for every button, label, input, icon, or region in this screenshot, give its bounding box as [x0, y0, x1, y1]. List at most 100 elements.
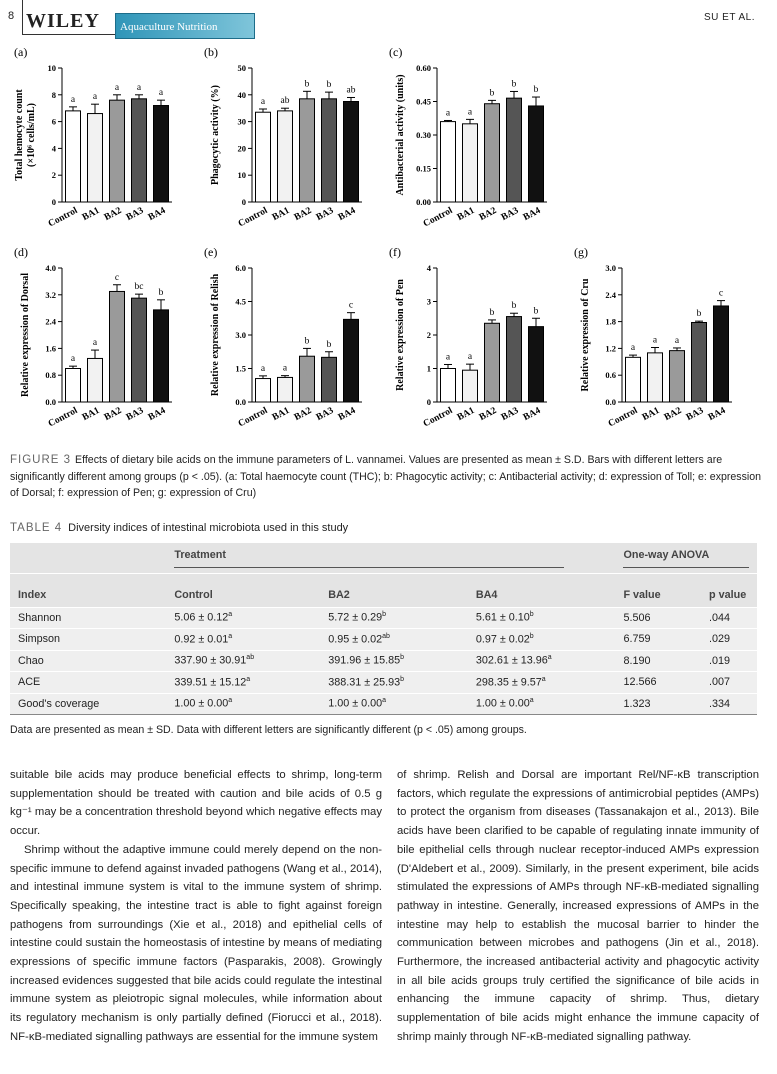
y-tick-label: 10	[48, 63, 57, 73]
y-tick-label: 8	[52, 90, 56, 100]
bar	[299, 355, 315, 403]
x-tick-label: BA1	[456, 406, 477, 423]
table-cell: 12.566	[615, 671, 701, 694]
publisher-logo: WILEY	[26, 10, 100, 32]
figure-caption: FIGURE 3 Effects of dietary bile acids on…	[10, 452, 767, 502]
x-tick-label: BA1	[641, 406, 662, 423]
group-header: One-way ANOVA	[615, 543, 757, 574]
paragraph: of shrimp. Relish and Dorsal are importa…	[397, 769, 759, 1043]
cell-value: 1.00 ± 0.00	[475, 698, 530, 711]
table-cell: .334	[701, 693, 757, 715]
table-cell: 5.06 ± 0.12a	[166, 607, 321, 629]
significance-letter: b	[512, 79, 517, 89]
cell-value: 302.61 ± 13.96	[475, 655, 548, 668]
bar	[255, 111, 271, 203]
bar	[506, 97, 522, 203]
y-axis-label: Phagocytic activity (%)	[210, 85, 221, 185]
cell-superscript: a	[541, 675, 546, 683]
bar	[109, 99, 125, 203]
y-tick-label: 1	[427, 364, 431, 374]
y-tick-label: 0	[242, 197, 246, 207]
bar	[277, 110, 293, 203]
significance-letter: a	[93, 92, 98, 102]
x-tick-label: BA4	[147, 406, 168, 423]
table-title: TABLE 4 Diversity indices of intestinal m…	[10, 522, 348, 534]
table-cell: 5.61 ± 0.10b	[467, 607, 616, 629]
y-tick-label: 3	[427, 297, 431, 307]
x-tick-label: BA3	[685, 406, 706, 423]
cell-value: 391.96 ± 15.85	[328, 655, 401, 668]
significance-letter: c	[719, 289, 723, 299]
bar	[255, 378, 271, 403]
y-tick-label: 3.0	[235, 330, 246, 340]
significance-letter: a	[446, 108, 451, 118]
panel-label: (b)	[204, 45, 218, 59]
y-tick-label: 0.00	[416, 197, 431, 207]
panel-label: (d)	[14, 245, 28, 259]
figure: (a) Total hemocyte count (×10⁶ cells/mL) 0 2…	[14, 45, 732, 430]
x-tick-label: Control	[422, 206, 455, 230]
table-cell: 0.97 ± 0.02b	[467, 628, 616, 651]
cell-superscript: a	[547, 654, 552, 662]
bar	[462, 369, 478, 403]
table-cell: Good's coverage	[10, 693, 167, 715]
panel-label: (a)	[14, 45, 27, 59]
cell-value: 1.00 ± 0.00	[328, 698, 383, 711]
y-tick-label: 4.5	[235, 297, 246, 307]
bar	[528, 105, 544, 203]
significance-letter: ab	[347, 85, 356, 95]
significance-letter: b	[534, 306, 539, 316]
bar	[65, 368, 81, 403]
bar	[153, 105, 169, 203]
x-tick-label: BA4	[337, 206, 358, 223]
cell-value: 5.06 ± 0.12	[174, 612, 229, 625]
bar	[87, 113, 103, 203]
cell-superscript: ab	[382, 632, 390, 640]
x-tick-label: BA3	[315, 206, 336, 223]
x-tick-label: BA2	[663, 406, 684, 423]
table-cell: 1.00 ± 0.00a	[320, 693, 468, 715]
x-tick-label: BA1	[271, 406, 292, 423]
cell-value: 1.00 ± 0.00	[174, 698, 229, 711]
significance-letter: bc	[135, 282, 144, 292]
y-tick-label: 0	[427, 397, 431, 407]
significance-letter: a	[159, 88, 164, 98]
table-cell: .029	[701, 628, 757, 651]
paragraph: suitable bile acids may produce benefici…	[10, 769, 382, 838]
table-cell: 339.51 ± 15.12a	[166, 671, 321, 694]
y-axis-label: (×10⁶ cells/mL)	[26, 103, 37, 167]
x-tick-label: Control	[607, 406, 640, 430]
cell-superscript: b	[400, 675, 405, 683]
y-tick-label: 1.5	[235, 364, 246, 374]
bar	[321, 98, 337, 203]
y-tick-label: 4	[427, 263, 432, 273]
significance-letter: a	[283, 364, 288, 374]
group-header-text: Treatment	[174, 549, 565, 568]
bar	[713, 305, 729, 403]
y-axis-label: Antibacterial activity (units)	[395, 74, 406, 195]
group-header: Treatment	[166, 543, 616, 574]
text-column: suitable bile acids may produce benefici…	[10, 766, 382, 1047]
bar	[440, 121, 456, 203]
x-tick-label: BA2	[478, 206, 499, 223]
header-rule	[22, 0, 23, 34]
significance-letter: b	[697, 309, 702, 319]
y-tick-label: 0	[52, 197, 56, 207]
cell-superscript: a	[529, 697, 534, 705]
table-cell: 1.00 ± 0.00a	[166, 693, 321, 715]
y-tick-label: 0.0	[235, 397, 246, 407]
table-cell: .044	[701, 607, 757, 629]
cell-value: 298.35 ± 9.57	[475, 676, 542, 689]
x-tick-label: Control	[237, 206, 270, 230]
bar	[440, 368, 456, 403]
significance-letter: b	[490, 88, 495, 98]
table-cell: ACE	[10, 671, 167, 694]
cell-value: 0.95 ± 0.02	[328, 633, 383, 646]
x-tick-label: BA1	[81, 206, 102, 223]
bar	[109, 290, 125, 403]
y-tick-label: 2	[427, 330, 431, 340]
panel-label: (e)	[204, 245, 217, 259]
y-tick-label: 1.6	[45, 343, 56, 353]
y-tick-label: 0.8	[45, 370, 56, 380]
